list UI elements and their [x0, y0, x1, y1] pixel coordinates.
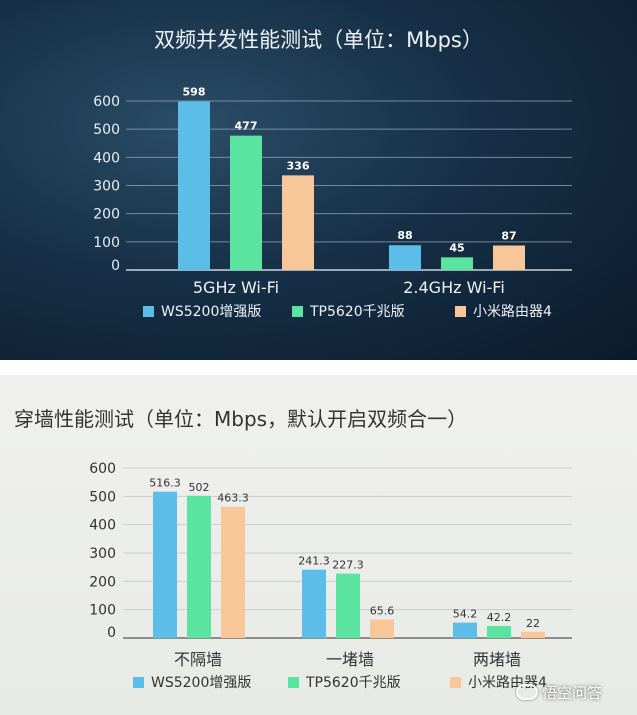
- data-label: 65.6: [370, 604, 395, 617]
- legend-swatch: [450, 677, 461, 688]
- legend-swatch: [133, 677, 144, 688]
- data-label: 502: [189, 481, 210, 494]
- y-tick-label: 0: [107, 625, 116, 641]
- panel-divider: [0, 360, 637, 375]
- y-tick-label: 400: [89, 518, 116, 534]
- bar: [441, 257, 473, 270]
- y-tick-label: 400: [93, 150, 120, 166]
- data-label: 463.3: [217, 492, 249, 505]
- y-tick-label: 500: [93, 122, 120, 138]
- data-label: 88: [397, 229, 412, 242]
- x-category-label: 不隔墙: [174, 650, 222, 669]
- data-label: 87: [501, 229, 516, 242]
- bar: [389, 245, 421, 270]
- bar: [187, 495, 211, 638]
- y-tick-label: 100: [89, 603, 116, 619]
- bar: [493, 245, 525, 270]
- y-tick-label: 300: [89, 546, 116, 562]
- bar: [221, 506, 245, 638]
- watermark-text: 悟空问答: [542, 684, 603, 702]
- y-tick-label: 200: [93, 207, 120, 223]
- x-category-label: 一堵墙: [326, 650, 374, 669]
- bar: [230, 135, 262, 270]
- bar: [178, 101, 210, 271]
- data-label: 336: [287, 159, 310, 172]
- dual-band-chart-title: 双频并发性能测试（单位：Mbps）: [154, 28, 483, 52]
- legend-label: WS5200增强版: [151, 675, 251, 691]
- bar: [302, 569, 326, 638]
- wall-penetration-chart-panel: 0 100 200 300 400 500 600 516.3 241.3 54.2 502 227.…: [0, 375, 637, 715]
- y-tick-label: 0: [111, 258, 120, 274]
- watermark: 悟空问答: [516, 682, 602, 703]
- legend-swatch: [455, 306, 466, 317]
- bar: [282, 175, 314, 270]
- legend-swatch: [288, 677, 299, 688]
- bar: [487, 626, 511, 638]
- data-label: 598: [183, 86, 206, 99]
- legend-label: WS5200增强版: [161, 304, 261, 320]
- data-label: 45: [449, 241, 464, 254]
- legend-label: TP5620千兆版: [305, 675, 401, 691]
- data-label: 477: [235, 120, 258, 133]
- dual-band-chart: 0 100 200 300 400 500 600 598 88 477 45 336 87 5GHz W…: [93, 86, 572, 320]
- data-label: 42.2: [487, 611, 512, 624]
- y-tick-label: 600: [93, 94, 120, 110]
- bar: [521, 631, 545, 638]
- y-tick-label: 500: [89, 489, 116, 505]
- x-category-label: 两堵墙: [473, 650, 521, 669]
- data-label: 54.2: [453, 608, 478, 621]
- chat-bubble-icon: [516, 684, 538, 700]
- y-tick-label: 300: [93, 179, 120, 195]
- bar: [370, 619, 394, 638]
- data-label: 22: [526, 617, 540, 630]
- legend-label: TP5620千兆版: [309, 304, 405, 320]
- legend-label: 小米路由器4: [473, 304, 552, 320]
- legend-label: 小米路由器4: [468, 675, 547, 691]
- bar: [336, 573, 360, 638]
- data-label: 227.3: [332, 559, 364, 572]
- wall-penetration-chart-title: 穿墙性能测试（单位：Mbps，默认开启双频合一）: [14, 407, 468, 431]
- dual-band-chart-panel: 0 100 200 300 400 500 600 598 88 477 45 336 87 5GHz W…: [0, 0, 637, 360]
- x-category-label: 5GHz Wi-Fi: [193, 278, 279, 297]
- y-tick-label: 100: [93, 235, 120, 251]
- wall-penetration-chart: 0 100 200 300 400 500 600 516.3 241.3 54.2 502 227.…: [89, 461, 572, 691]
- bar: [453, 622, 477, 638]
- data-label: 516.3: [149, 477, 181, 490]
- legend-swatch: [292, 306, 303, 317]
- y-tick-label: 600: [89, 461, 116, 477]
- x-category-label: 2.4GHz Wi-Fi: [403, 278, 505, 297]
- legend-swatch: [143, 306, 154, 317]
- data-label: 241.3: [298, 555, 330, 568]
- y-tick-label: 200: [89, 574, 116, 590]
- bar: [153, 491, 177, 638]
